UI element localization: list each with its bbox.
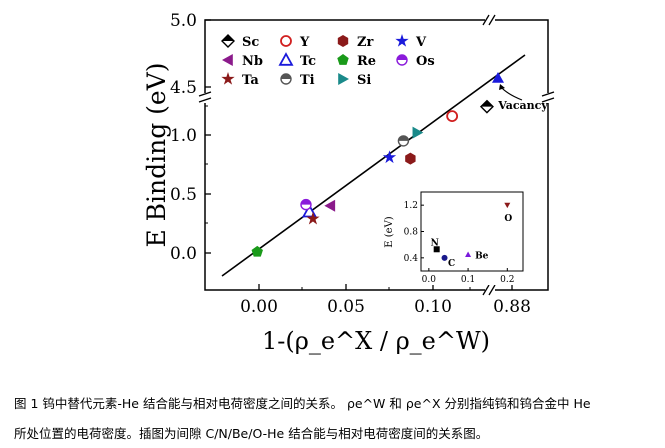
data-point-nb [324, 199, 336, 212]
data-point-zr [405, 152, 416, 165]
inset-background [374, 185, 530, 285]
inset-y-axis-label: E (eV) [384, 216, 395, 248]
inset-x-tick-label: 0.0 [422, 275, 437, 285]
y-tick-label: 0.0 [170, 244, 197, 264]
axis-break-mark [541, 97, 555, 103]
axis-break-gap [544, 93, 552, 103]
vacancy-arrowhead [499, 84, 505, 90]
legend-marker-v [395, 34, 409, 47]
y-tick-label: 1.0 [170, 126, 197, 146]
data-point-os [300, 198, 312, 211]
data-point-v [382, 150, 397, 164]
inset-point-o [504, 202, 511, 209]
x-tick-label: 0.05 [327, 297, 365, 317]
data-point-ta [306, 211, 320, 225]
axis-break-mark [488, 284, 496, 296]
legend-label-ta: Ta [242, 73, 259, 88]
legend-marker-zr [337, 35, 349, 47]
axis-break-mark [198, 91, 212, 97]
inset-label-o: O [504, 214, 512, 224]
legend-marker-os [396, 54, 408, 66]
inset-x-tick-label: 0.2 [500, 275, 514, 285]
x-tick-label: 0.10 [414, 297, 452, 317]
figure-caption-line-1: 图 1 钨中替代元素-He 结合能与相对电荷密度之间的关系。 ρe^W 和 ρe… [14, 396, 591, 411]
legend-label-y: Y [299, 35, 310, 50]
legend-label-v: V [415, 35, 427, 50]
binding-energy-chart: 0.0 0.5 1.0 4.5 5.0 0.00 0.05 0.10 0.88 E Binding… [142, 11, 555, 355]
inset-y-tick-label: 1.2 [404, 201, 418, 211]
axis-break-mark [482, 284, 490, 296]
inset-label-c: C [448, 259, 455, 269]
x-tick-label: 0.88 [493, 297, 531, 317]
legend-marker-ti [280, 73, 292, 85]
y-axis-label: E Binding (eV) [142, 62, 171, 247]
axis-break-mark [198, 97, 212, 103]
legend-marker-ta [221, 72, 235, 85]
axis-break-mark [541, 91, 555, 97]
axis-break-gap [485, 286, 495, 294]
inset-label-be: Be [475, 252, 489, 262]
legend-marker-nb [222, 54, 233, 66]
legend-label-sc: Sc [242, 35, 259, 50]
y-tick-label: 4.5 [170, 78, 197, 98]
data-point-y [446, 110, 459, 123]
data-layer: Vacancy [221, 54, 548, 277]
vacancy-label: Vacancy [497, 99, 548, 112]
axes: 0.0 0.5 1.0 4.5 5.0 0.00 0.05 0.10 0.88 E Binding… [142, 11, 555, 355]
legend-marker-re [337, 54, 349, 65]
legend-label-zr: Zr [357, 35, 373, 50]
data-point-vacancy [492, 72, 504, 83]
axis-break-mark [482, 14, 490, 26]
legend-label-ti: Ti [300, 73, 315, 88]
axis-break-gap [485, 16, 495, 24]
legend-label-nb: Nb [242, 54, 263, 69]
data-point-re [251, 245, 263, 257]
data-point-si [412, 126, 424, 139]
legend-label-re: Re [357, 54, 376, 69]
legend-marker-tc [278, 52, 294, 66]
y-tick-label: 5.0 [170, 11, 197, 31]
y-tick-label: 0.5 [170, 185, 197, 205]
legend-label-tc: Tc [300, 54, 316, 69]
plot-frame [204, 19, 549, 291]
fit-line [221, 54, 526, 277]
figure-caption-line-2: 所处位置的电荷密度。插图为间隙 C/N/Be/O-He 结合能与相对电荷密度间的… [14, 426, 489, 441]
inset-x-tick-label: 0.1 [461, 275, 475, 285]
inset-chart: 0.0 0.1 0.2 0.4 0.8 1.2 E (eV) N C Be O [374, 185, 530, 285]
legend-label-si: Si [357, 73, 371, 88]
data-point-sc [479, 99, 494, 114]
legend: Sc Y Zr V Nb Tc Re Os Ta Ti Si [221, 34, 435, 88]
inset-y-tick-label: 0.8 [404, 228, 419, 238]
legend-marker-si [338, 73, 349, 85]
inset-point-be [465, 251, 472, 257]
axis-break-gap [201, 93, 209, 103]
inset-y-tick-label: 0.4 [404, 254, 419, 264]
x-axis-label: 1-(ρ_e^X / ρ_e^W) [262, 327, 490, 355]
legend-marker-sc [221, 34, 235, 48]
legend-marker-y [280, 35, 292, 47]
inset-point-c [441, 254, 448, 261]
legend-label-os: Os [416, 54, 435, 69]
x-tick-label: 0.00 [240, 297, 278, 317]
data-point-ti [397, 135, 410, 147]
inset-point-n [433, 246, 440, 253]
axis-break-mark [488, 14, 496, 26]
inset-label-n: N [431, 238, 439, 248]
